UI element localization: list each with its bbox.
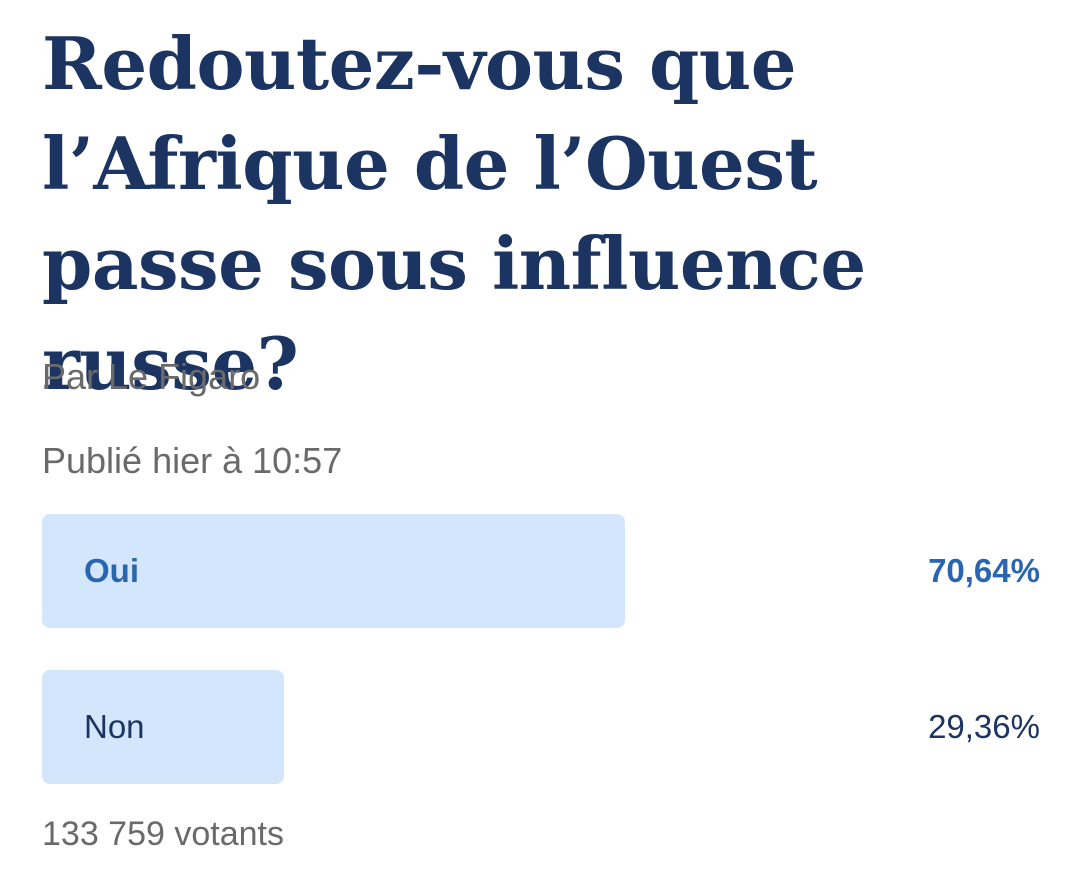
poll-option-percent: 29,36% [928,708,1040,745]
poll-option-bar [42,514,625,628]
poll-published-date: Publié hier à 10:57 [42,440,343,481]
poll-author: Par Le Figaro [42,356,261,397]
poll-option-bar [42,670,284,784]
poll-option-non[interactable]: Non 29,36% [42,670,1040,784]
poll-option-label: Oui [84,552,139,589]
poll-option-percent: 70,64% [928,552,1040,589]
poll-question: Redoutez-vous que l’Afrique de l’Ouest p… [42,21,866,406]
poll-voter-count: 133 759 votants [42,815,284,853]
poll-option-label: Non [84,708,145,745]
poll-option-oui[interactable]: Oui 70,64% [42,514,1040,628]
